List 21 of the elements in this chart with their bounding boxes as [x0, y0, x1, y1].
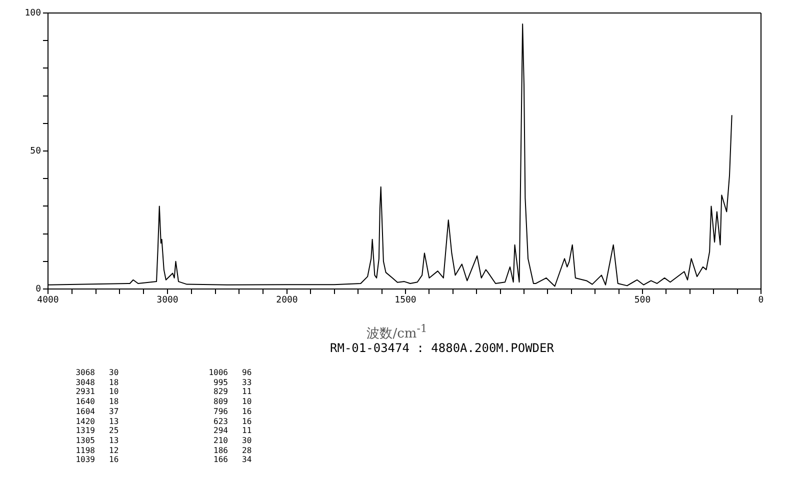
x-tick-label: 500 [634, 296, 651, 306]
x-tick-label: 3000 [156, 296, 178, 306]
x-tick-label: 4000 [37, 296, 59, 306]
text: 1420 13 623 16 [76, 416, 252, 426]
text: 3068 30 1006 96 [76, 368, 252, 377]
x-tick-label: 2000 [276, 296, 298, 306]
text: 1604 37 796 16 [76, 406, 252, 416]
text: 1198 12 186 28 [76, 446, 252, 455]
text: 2931 10 829 11 [76, 387, 252, 396]
text: 1039 16 166 34 [76, 455, 252, 464]
x-axis-title: 波数/cm$^{-1}$ [366, 322, 428, 342]
x-tick-label: 1500 [394, 296, 416, 306]
y-tick-label: 50 [30, 146, 41, 156]
text: 1640 18 809 10 [76, 397, 252, 406]
text: 1305 13 210 30 [76, 436, 252, 445]
y-tick-label: 0 [36, 284, 41, 294]
y-tick-label: 100 [24, 8, 41, 18]
x-tick-label: 0 [758, 296, 764, 306]
text: 3048 18 995 33 [76, 378, 252, 387]
text: RM-01-03474 : 4880A.200M.POWDER [330, 341, 554, 355]
text: 1319 25 294 11 [76, 426, 252, 436]
